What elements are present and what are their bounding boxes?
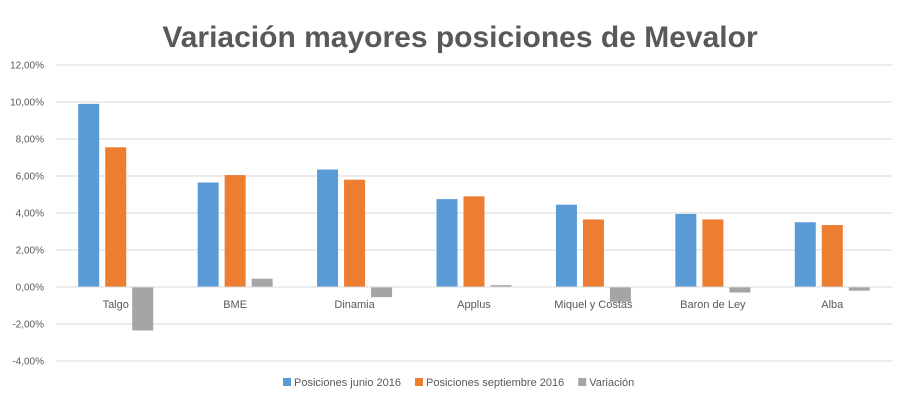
- y-tick-label: -4,00%: [12, 357, 44, 368]
- legend-swatch: [578, 378, 587, 386]
- bar: [821, 225, 843, 287]
- x-category-label: Alba: [821, 299, 844, 311]
- bar: [197, 182, 219, 287]
- legend-swatch: [415, 378, 424, 386]
- y-tick-label: -2,00%: [12, 320, 44, 331]
- x-category-label: BME: [223, 299, 247, 311]
- bars: [78, 103, 870, 331]
- x-category-label: Miquel y Costas: [554, 299, 633, 311]
- x-category-label: Talgo: [103, 299, 129, 311]
- bar: [132, 287, 154, 331]
- chart-title: Variación mayores posiciones de Mevalor: [162, 21, 758, 54]
- y-tick-label: 8,00%: [16, 135, 44, 146]
- bar: [702, 219, 724, 287]
- y-tick-label: 12,00%: [10, 61, 44, 72]
- legend-label: Variación: [589, 377, 634, 389]
- bar: [490, 285, 512, 287]
- bar: [436, 199, 458, 287]
- x-category-label: Applus: [457, 299, 491, 311]
- bar: [555, 204, 577, 287]
- bar: [317, 169, 339, 287]
- y-tick-label: 0,00%: [16, 283, 44, 294]
- bar: [848, 287, 870, 291]
- bar: [78, 103, 100, 287]
- bar: [463, 196, 485, 287]
- y-tick-label: 2,00%: [16, 246, 44, 257]
- y-tick-label: 6,00%: [16, 172, 44, 183]
- y-tick-label: 10,00%: [10, 98, 44, 109]
- legend-swatch: [283, 378, 291, 386]
- bar: [105, 147, 127, 287]
- bar: [582, 219, 604, 287]
- bar: [675, 213, 697, 287]
- legend: Posiciones junio 2016 Posiciones septiemb…: [283, 377, 634, 389]
- x-category-label: Baron de Ley: [680, 299, 746, 311]
- bar: [251, 278, 273, 287]
- bar: [224, 175, 246, 287]
- legend-label: Posiciones septiembre 2016: [426, 377, 564, 389]
- bar: [794, 222, 816, 287]
- bar: [344, 179, 366, 287]
- y-tick-label: 4,00%: [16, 209, 44, 220]
- legend-label: Posiciones junio 2016: [294, 377, 401, 389]
- y-axis-tick-labels: -4,00% -2,00% 0,00% 2,00% 4,00% 6,00% 8,00% 10,…: [10, 61, 44, 368]
- x-axis-category-labels: Talgo BME Dinamia Applus Miquel y Costas Baro…: [103, 299, 845, 311]
- bar: [371, 287, 393, 298]
- bar: [609, 287, 631, 302]
- bar: [729, 287, 751, 293]
- x-category-label: Dinamia: [334, 299, 375, 311]
